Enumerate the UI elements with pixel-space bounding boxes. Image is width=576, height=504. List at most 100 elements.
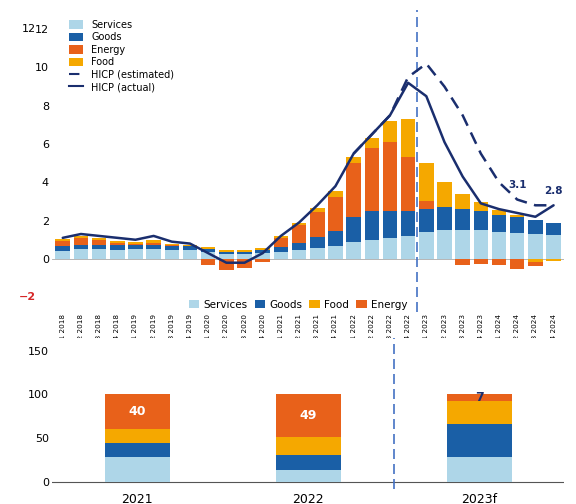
Bar <box>276 455 340 470</box>
Text: −2: −2 <box>18 292 36 302</box>
Bar <box>92 240 107 244</box>
Bar <box>546 259 561 260</box>
Bar <box>492 259 506 265</box>
Text: 3.1: 3.1 <box>508 180 526 190</box>
Bar <box>165 250 179 259</box>
Bar <box>128 249 143 259</box>
Bar <box>237 259 252 269</box>
Bar <box>346 217 361 241</box>
Bar <box>201 247 215 249</box>
Bar <box>401 119 415 157</box>
Bar <box>183 246 197 250</box>
Bar <box>492 215 506 232</box>
Bar <box>183 250 197 259</box>
Bar <box>546 223 561 235</box>
Bar <box>437 230 452 259</box>
Bar <box>310 248 324 259</box>
Legend: Services, Goods, Energy, Food, HICP (estimated), HICP (actual): Services, Goods, Energy, Food, HICP (est… <box>67 18 176 94</box>
Bar <box>74 249 88 259</box>
Bar <box>237 254 252 259</box>
Bar <box>105 444 170 458</box>
Bar <box>401 157 415 211</box>
Bar <box>183 244 197 246</box>
Bar <box>528 259 543 262</box>
Bar <box>510 233 525 259</box>
Bar <box>510 215 525 217</box>
Text: 7: 7 <box>475 391 483 404</box>
Bar <box>546 259 561 261</box>
Bar <box>219 250 234 252</box>
Bar <box>328 197 343 231</box>
Bar <box>510 259 525 270</box>
Bar <box>146 249 161 259</box>
Bar <box>146 240 161 242</box>
Bar <box>346 163 361 217</box>
Bar <box>274 252 288 259</box>
Bar <box>346 241 361 259</box>
Bar <box>92 238 107 240</box>
Bar <box>473 203 488 211</box>
Text: 12: 12 <box>21 24 36 34</box>
Bar <box>128 245 143 249</box>
Bar <box>328 231 343 246</box>
Bar <box>92 244 107 249</box>
Bar <box>437 182 452 207</box>
Text: 2.8: 2.8 <box>544 186 563 196</box>
Bar <box>276 470 340 482</box>
Bar <box>274 238 288 247</box>
Bar <box>165 245 179 246</box>
Bar <box>473 230 488 259</box>
Bar <box>528 220 543 234</box>
Bar <box>419 163 434 202</box>
Bar <box>74 244 88 249</box>
Bar <box>365 138 379 148</box>
Bar <box>219 259 234 270</box>
Bar <box>492 232 506 259</box>
Bar <box>237 250 252 252</box>
Bar <box>528 259 543 266</box>
Bar <box>201 259 215 265</box>
Bar <box>419 232 434 259</box>
Legend: Services, Goods, Food, Energy: Services, Goods, Food, Energy <box>187 297 410 311</box>
Bar <box>110 245 124 250</box>
Bar <box>201 252 215 259</box>
Bar <box>276 437 340 455</box>
Text: 49: 49 <box>300 409 317 422</box>
Bar <box>446 401 511 424</box>
Bar <box>346 157 361 163</box>
Bar <box>201 249 215 252</box>
Bar <box>292 223 306 225</box>
Bar <box>146 242 161 245</box>
Bar <box>128 241 143 243</box>
Bar <box>365 211 379 240</box>
Bar <box>456 230 470 259</box>
Bar <box>292 250 306 259</box>
Bar <box>419 202 434 209</box>
Bar <box>310 237 324 248</box>
Bar <box>105 429 170 444</box>
Bar <box>55 251 70 259</box>
Bar <box>74 236 88 238</box>
Bar <box>105 395 170 429</box>
Bar <box>146 245 161 249</box>
Bar <box>510 217 525 233</box>
Bar <box>437 207 452 230</box>
Bar <box>456 194 470 209</box>
Bar <box>382 211 397 238</box>
Bar <box>255 248 270 250</box>
Bar <box>528 234 543 259</box>
Bar <box>55 246 70 251</box>
Bar <box>55 241 70 246</box>
Bar <box>382 238 397 259</box>
Bar <box>328 246 343 259</box>
Bar <box>382 142 397 211</box>
Bar <box>165 243 179 245</box>
Bar <box>365 148 379 211</box>
Bar <box>456 209 470 230</box>
Bar <box>446 395 511 401</box>
Bar <box>419 209 434 232</box>
Text: 40: 40 <box>128 406 146 418</box>
Bar <box>255 259 270 262</box>
Bar <box>274 247 288 252</box>
Bar <box>310 208 324 212</box>
